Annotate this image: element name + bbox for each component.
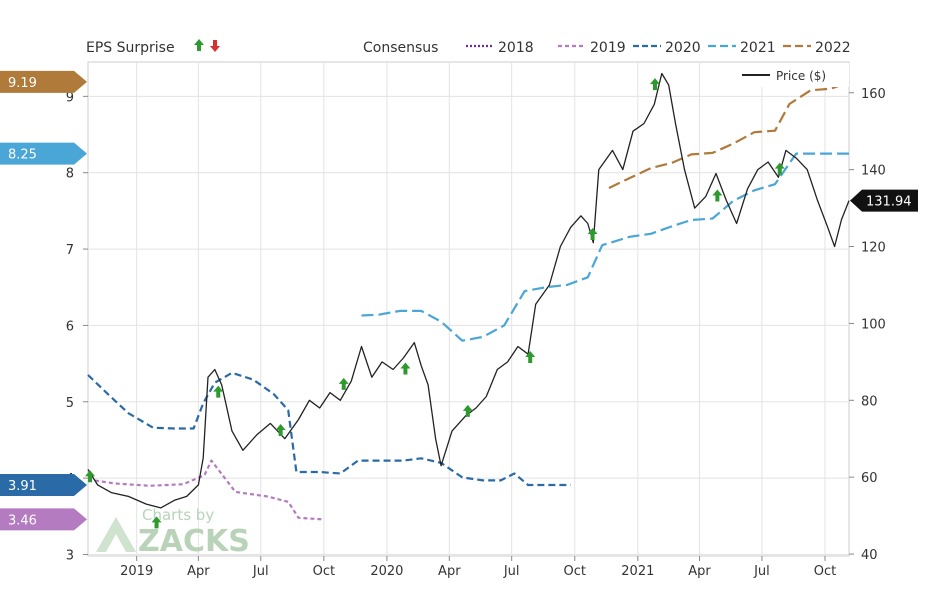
eps-tick-label: 3 bbox=[66, 548, 74, 563]
consensus-line-2019 bbox=[87, 459, 324, 521]
eps-tag-2022 bbox=[0, 70, 87, 93]
x-tick-label: Oct bbox=[564, 564, 586, 579]
price-tick-label: 100 bbox=[861, 317, 886, 332]
legend-label-2018: 2018 bbox=[498, 40, 534, 56]
x-tick-label: Jul bbox=[753, 564, 770, 579]
eps-tag-2020 bbox=[0, 473, 87, 496]
x-tick-label: Apr bbox=[438, 564, 461, 579]
watermark-brand: ZACKS bbox=[138, 524, 250, 559]
price-legend-label: Price ($) bbox=[776, 69, 826, 83]
consensus-line-2020 bbox=[87, 371, 571, 487]
surprise-down-icon bbox=[210, 40, 220, 52]
x-tick-label: 2021 bbox=[621, 564, 654, 579]
eps-tick-label: 6 bbox=[66, 319, 74, 334]
eps-tick-label: 5 bbox=[66, 396, 74, 411]
price-tick-label: 60 bbox=[861, 471, 878, 486]
x-tick-label: 2019 bbox=[120, 564, 153, 579]
surprise-up-icon bbox=[194, 39, 204, 51]
zacks-logo-notch bbox=[106, 534, 126, 552]
surprise-up-arrow-icon bbox=[275, 424, 286, 437]
eps-tick-label: 9 bbox=[66, 90, 74, 105]
legend-label-2022: 2022 bbox=[815, 40, 851, 56]
eps-tag-label: 3.46 bbox=[8, 513, 37, 528]
surprise-up-arrow-icon bbox=[338, 377, 349, 390]
price-tick-label: 80 bbox=[861, 394, 878, 409]
legend-label-2021: 2021 bbox=[740, 40, 776, 56]
price-legend-box bbox=[712, 63, 849, 87]
plot-frame bbox=[87, 61, 850, 557]
surprise-up-arrow-icon bbox=[151, 516, 162, 529]
consensus-label: Consensus bbox=[363, 40, 438, 56]
price-tick-label: 140 bbox=[861, 164, 886, 179]
surprise-up-arrow-icon bbox=[712, 189, 723, 202]
x-tick-label: Jul bbox=[252, 564, 269, 579]
consensus-line-2022 bbox=[608, 80, 850, 189]
watermark-caption: Charts by bbox=[142, 506, 214, 524]
eps-tick-label: 8 bbox=[66, 167, 74, 182]
price-tick-label: 120 bbox=[861, 241, 886, 256]
surprise-up-arrow-icon bbox=[649, 78, 660, 91]
eps-surprise-title: EPS Surprise bbox=[86, 40, 175, 56]
price-tick-label: 40 bbox=[861, 548, 878, 563]
consensus-line-2021 bbox=[361, 152, 849, 342]
surprise-up-arrow-icon bbox=[525, 351, 536, 364]
x-tick-label: Oct bbox=[814, 564, 836, 579]
legend: EPS Surprise Consensus 2018 2019 2020 2021 202… bbox=[86, 39, 851, 87]
price-tick-label: 160 bbox=[861, 87, 886, 102]
eps-tag-label: 3.91 bbox=[8, 479, 37, 494]
x-tick-label: Apr bbox=[187, 564, 210, 579]
eps-tag-label: 8.25 bbox=[8, 148, 37, 163]
surprise-markers bbox=[85, 78, 785, 529]
x-tick-label: 2020 bbox=[370, 564, 403, 579]
surprise-up-arrow-icon bbox=[462, 404, 473, 417]
legend-label-2020: 2020 bbox=[665, 40, 701, 56]
eps-tag-label: 9.19 bbox=[8, 76, 37, 91]
last-price-label: 131.94 bbox=[866, 195, 912, 210]
series-layer bbox=[87, 72, 850, 521]
eps-tick-label: 7 bbox=[66, 243, 74, 258]
last-price-tag bbox=[850, 189, 918, 212]
grid bbox=[87, 61, 850, 557]
surprise-up-arrow-icon bbox=[213, 385, 224, 398]
price-line bbox=[87, 72, 850, 509]
eps-tag-2019 bbox=[0, 508, 87, 531]
x-tick-label: Apr bbox=[688, 564, 711, 579]
x-tick-label: Oct bbox=[313, 564, 335, 579]
surprise-up-arrow-icon bbox=[774, 162, 785, 175]
legend-label-2019: 2019 bbox=[590, 40, 626, 56]
value-tags: 9.19 8.25 3.91 3.46 131.94 bbox=[0, 70, 918, 531]
surprise-up-arrow-icon bbox=[85, 470, 96, 483]
surprise-up-arrow-icon bbox=[587, 227, 598, 240]
eps-tag-2021 bbox=[0, 142, 87, 165]
surprise-up-arrow-icon bbox=[400, 362, 411, 375]
x-tick-label: Jul bbox=[503, 564, 520, 579]
